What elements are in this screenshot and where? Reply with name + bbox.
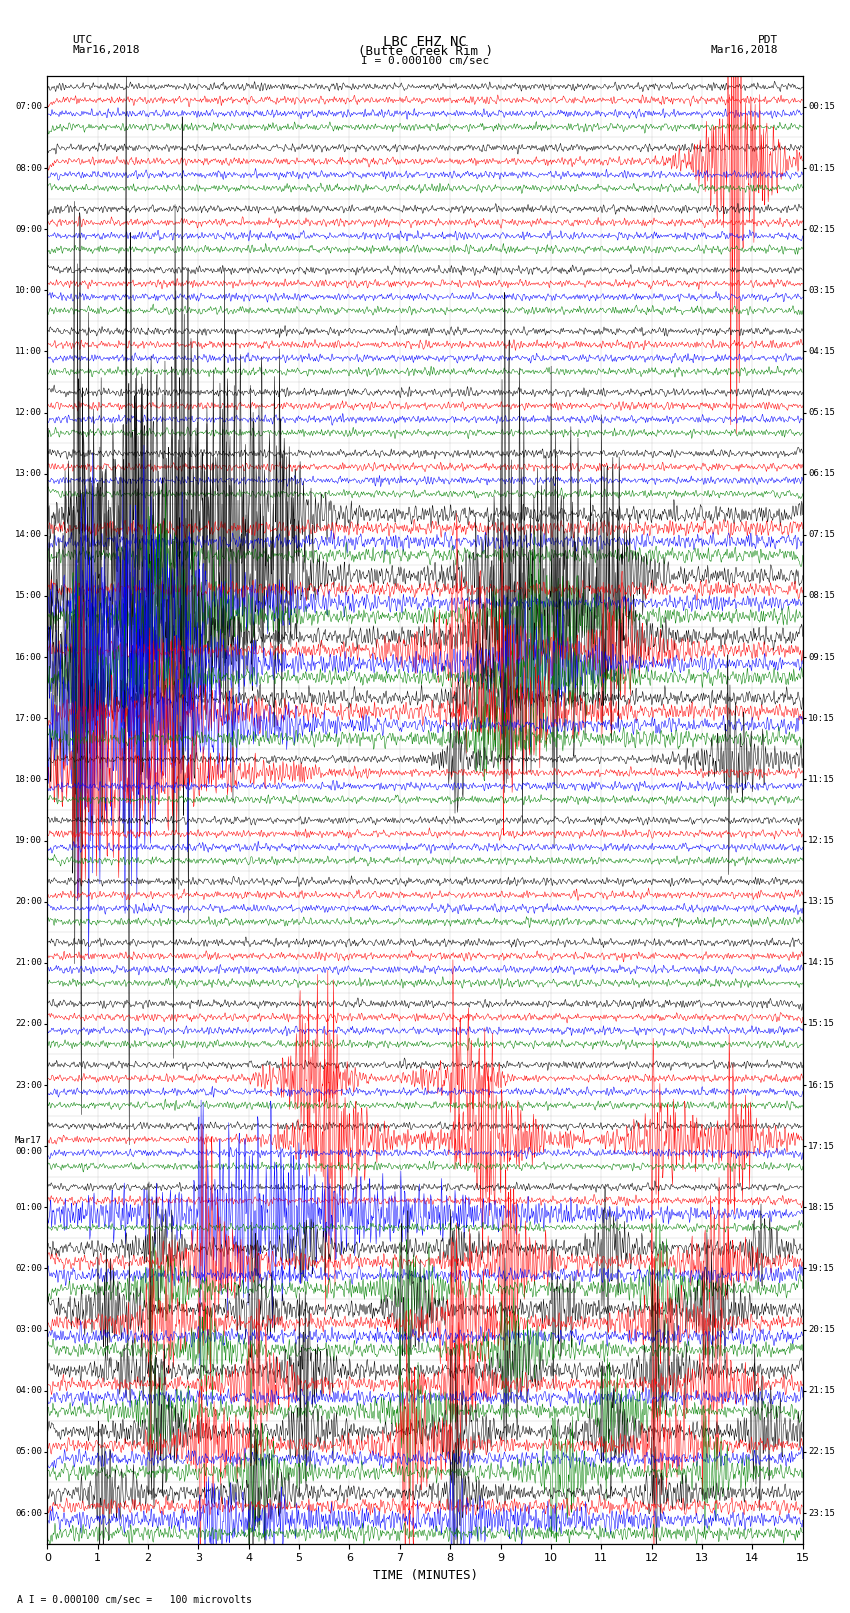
Text: (Butte Creek Rim ): (Butte Creek Rim ) — [358, 45, 492, 58]
X-axis label: TIME (MINUTES): TIME (MINUTES) — [372, 1569, 478, 1582]
Text: I = 0.000100 cm/sec: I = 0.000100 cm/sec — [361, 56, 489, 66]
Text: A I = 0.000100 cm/sec =   100 microvolts: A I = 0.000100 cm/sec = 100 microvolts — [17, 1595, 252, 1605]
Text: LBC EHZ NC: LBC EHZ NC — [383, 35, 467, 50]
Text: Mar16,2018: Mar16,2018 — [72, 45, 139, 55]
Text: PDT: PDT — [757, 35, 778, 45]
Text: UTC: UTC — [72, 35, 93, 45]
Text: Mar16,2018: Mar16,2018 — [711, 45, 778, 55]
